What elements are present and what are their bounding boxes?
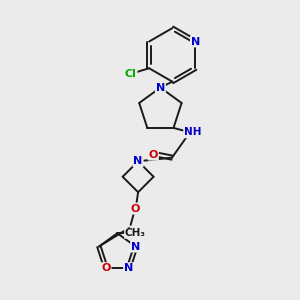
Text: CH₃: CH₃ [124,228,146,238]
Text: O: O [101,263,111,273]
Text: Cl: Cl [125,69,136,79]
Text: N: N [124,263,133,273]
Text: O: O [130,204,140,214]
Text: NH: NH [184,128,202,137]
Text: N: N [131,242,140,252]
Text: O: O [148,150,158,160]
Text: N: N [156,82,165,93]
Text: N: N [134,156,143,166]
Text: N: N [191,37,200,46]
